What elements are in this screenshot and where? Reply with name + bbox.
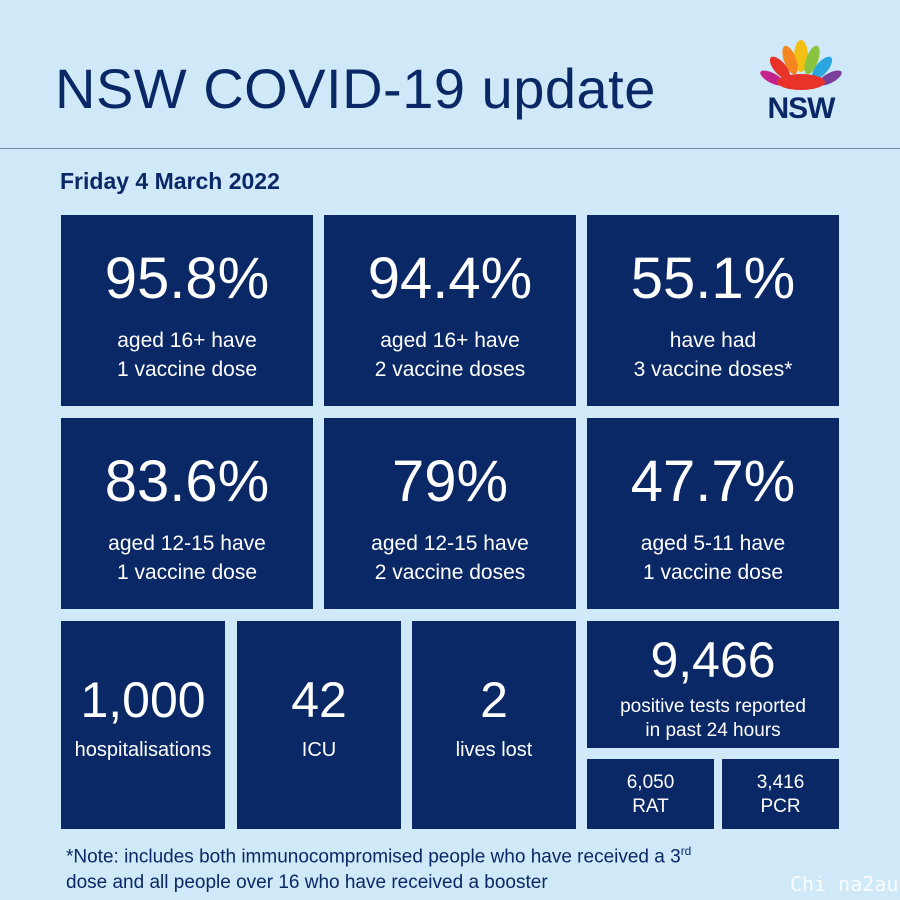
vax-label-line1: aged 12-15 have	[371, 532, 529, 555]
vax-value: 95.8%	[104, 246, 270, 311]
waratah-flower-icon	[760, 40, 842, 90]
vax-tile-12-15-1-dose: 83.6% aged 12-15 have 1 vaccine dose	[61, 418, 313, 609]
vax-value: 83.6%	[104, 449, 270, 514]
lives-lost-tile: 2 lives lost	[412, 621, 576, 829]
vax-tile-12-15-2-doses: 79% aged 12-15 have 2 vaccine doses	[324, 418, 576, 609]
vax-value: 47.7%	[630, 449, 796, 514]
footnote-part1: *Note: includes both immunocompromised p…	[66, 846, 681, 868]
vax-label-line2: 2 vaccine doses	[374, 561, 526, 584]
vax-value: 94.4%	[367, 246, 533, 311]
positive-tests-value: 9,466	[650, 632, 776, 688]
vax-label-line2: 2 vaccine doses	[374, 358, 526, 381]
vax-label-line2: 1 vaccine dose	[642, 561, 784, 584]
vax-label-line1: have had	[669, 329, 757, 352]
logo-text: NSW	[767, 92, 836, 125]
pcr-value: 3,416	[756, 772, 805, 793]
vax-label-line2: 1 vaccine dose	[116, 561, 258, 584]
report-date: Friday 4 March 2022	[60, 168, 280, 194]
vax-value: 55.1%	[630, 246, 796, 311]
vax-tile-3-doses: 55.1% have had 3 vaccine doses*	[587, 215, 839, 406]
icu-value: 42	[291, 672, 347, 728]
vax-label-line1: aged 16+ have	[380, 329, 520, 352]
lives-lost-value: 2	[480, 672, 508, 728]
rat-value: 6,050	[626, 772, 675, 793]
vax-tile-16-plus-2-doses: 94.4% aged 16+ have 2 vaccine doses	[324, 215, 576, 406]
watermark: Chi na2au	[790, 872, 899, 896]
hospitalisations-tile: 1,000 hospitalisations	[61, 621, 225, 829]
footnote: *Note: includes both immunocompromised p…	[66, 838, 846, 896]
lives-lost-label: lives lost	[455, 739, 533, 761]
footnote-superscript: rd	[680, 844, 692, 858]
vax-tile-16-plus-1-dose: 95.8% aged 16+ have 1 vaccine dose	[61, 215, 313, 406]
rat-tile: 6,050 RAT	[587, 759, 714, 829]
nsw-logo: NSW	[758, 38, 848, 125]
hospitalisations-value: 1,000	[80, 672, 206, 728]
icu-tile: 42 ICU	[237, 621, 401, 829]
vax-label-line1: aged 5-11 have	[640, 532, 786, 555]
positive-tests-tile: 9,466 positive tests reported in past 24…	[587, 621, 839, 748]
footnote-part2: dose and all people over 16 who have rec…	[66, 872, 548, 894]
pcr-tile: 3,416 PCR	[722, 759, 839, 829]
header: NSW COVID-19 update NSW	[0, 0, 900, 149]
vax-value: 79%	[391, 449, 509, 514]
positive-tests-line1: positive tests reported	[620, 696, 806, 717]
pcr-label: PCR	[760, 796, 801, 817]
hospitalisations-label: hospitalisations	[74, 739, 212, 761]
vax-label-line1: aged 16+ have	[117, 329, 257, 352]
vax-label-line2: 3 vaccine doses*	[633, 358, 793, 381]
vax-label-line1: aged 12-15 have	[108, 532, 266, 555]
page-title: NSW COVID-19 update	[55, 57, 656, 120]
icu-label: ICU	[301, 739, 337, 761]
rat-label: RAT	[632, 796, 669, 817]
vax-label-line2: 1 vaccine dose	[116, 358, 258, 381]
positive-tests-line2: in past 24 hours	[645, 720, 781, 741]
vax-tile-5-11-1-dose: 47.7% aged 5-11 have 1 vaccine dose	[587, 418, 839, 609]
